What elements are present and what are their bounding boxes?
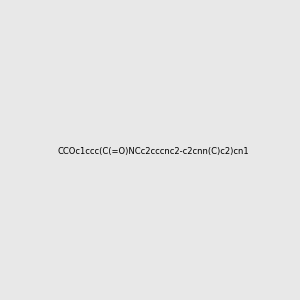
Text: CCOc1ccc(C(=O)NCc2cccnc2-c2cnn(C)c2)cn1: CCOc1ccc(C(=O)NCc2cccnc2-c2cnn(C)c2)cn1 [58,147,250,156]
